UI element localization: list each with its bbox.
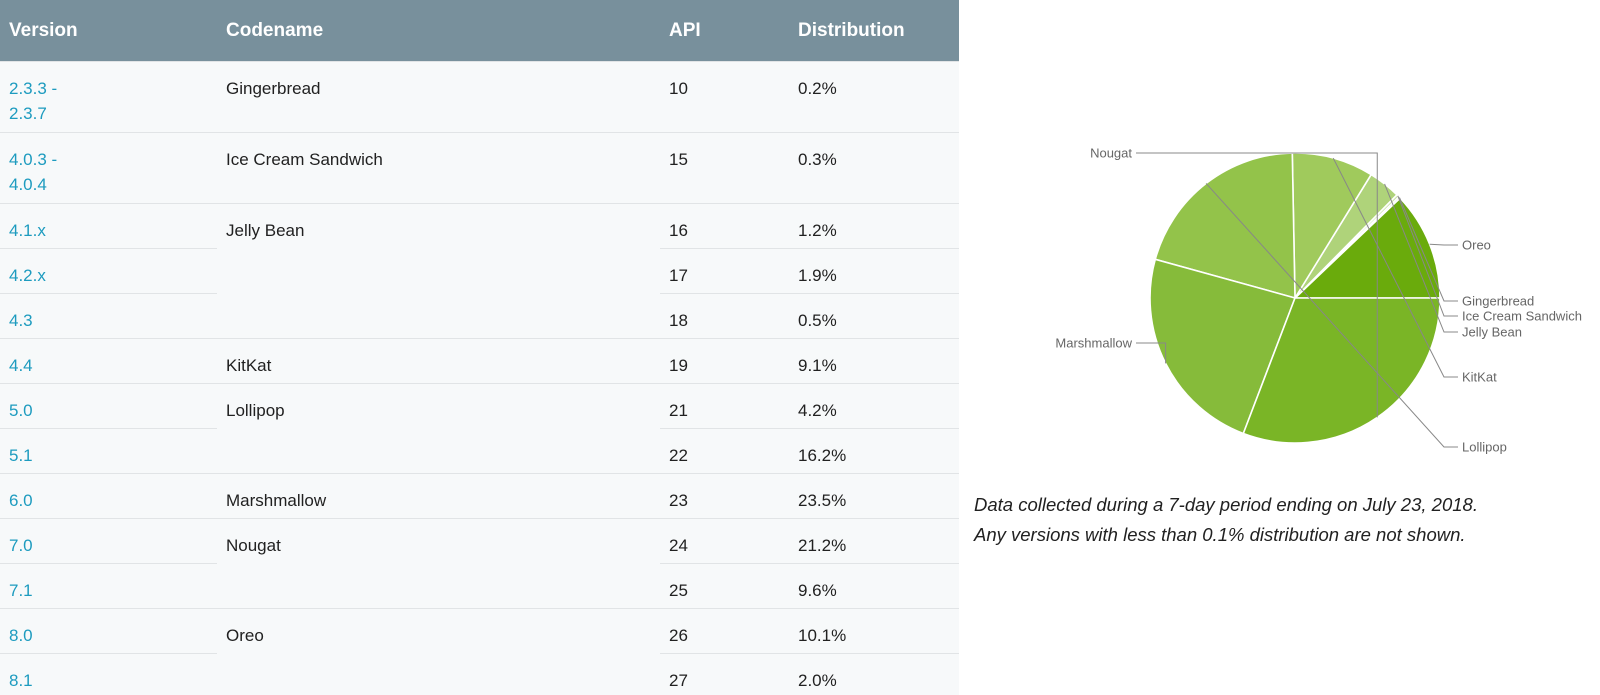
distribution-table-container: Version Codename API Distribution 2.3.3 … bbox=[0, 0, 959, 695]
caption-line-1: Data collected during a 7-day period end… bbox=[974, 494, 1478, 515]
version-link[interactable]: 4.3 bbox=[0, 293, 217, 339]
distribution-cell: 0.3% bbox=[789, 132, 959, 204]
pie-label: Ice Cream Sandwich bbox=[1462, 309, 1582, 324]
distribution-cell: 10.1% bbox=[789, 608, 959, 654]
pie-leader-lines bbox=[1136, 152, 1458, 448]
codename-cell: Lollipop bbox=[217, 383, 660, 474]
api-cell: 10 bbox=[660, 61, 789, 133]
table-row: 7.0 Nougat 24 21.2% bbox=[0, 518, 959, 609]
codename-cell: Ice Cream Sandwich bbox=[217, 132, 660, 204]
pie-slice-oreo bbox=[1292, 196, 1441, 299]
version-link[interactable]: 4.4 bbox=[0, 338, 217, 384]
api-cell: 23 bbox=[660, 473, 789, 519]
codename-cell: Oreo bbox=[217, 608, 660, 695]
header-distribution: Distribution bbox=[789, 0, 959, 62]
table-row: 8.0 Oreo 26 10.1% bbox=[0, 608, 959, 695]
distribution-cell: 1.2% bbox=[789, 203, 959, 249]
codename-cell: Gingerbread bbox=[217, 61, 660, 133]
table-row: 4.2.x 17 1.9% bbox=[0, 248, 959, 294]
pie-slice-marshmallow bbox=[1149, 258, 1297, 435]
api-cell: 21 bbox=[660, 383, 789, 429]
table-row: 4.4 KitKat 19 9.1% bbox=[0, 338, 959, 384]
leader-line bbox=[1332, 157, 1458, 378]
api-cell: 15 bbox=[660, 132, 789, 204]
table-body: 2.3.3 -2.3.7 Gingerbread 10 0.2% 4.0.3 -4.0.… bbox=[0, 61, 959, 695]
distribution-cell: 16.2% bbox=[789, 428, 959, 474]
header-version: Version bbox=[0, 0, 217, 62]
version-link[interactable]: 7.1 bbox=[0, 563, 217, 609]
distribution-cell: 23.5% bbox=[789, 473, 959, 519]
codename-cell: KitKat bbox=[217, 338, 660, 384]
header-api: API bbox=[660, 0, 789, 62]
table-row: 2.3.3 -2.3.7 Gingerbread 10 0.2% bbox=[0, 61, 959, 133]
table-row: 4.3 18 0.5% bbox=[0, 293, 959, 339]
leader-line bbox=[1429, 243, 1458, 246]
version-link[interactable]: 2.3.3 -2.3.7 bbox=[0, 61, 217, 133]
version-link[interactable]: 4.0.3 -4.0.4 bbox=[0, 132, 217, 204]
version-link[interactable]: 5.0 bbox=[0, 383, 217, 429]
chart-caption: Data collected during a 7-day period end… bbox=[974, 490, 1594, 550]
pie-slices bbox=[1149, 152, 1441, 444]
leader-line bbox=[1397, 195, 1458, 317]
leader-line bbox=[1398, 197, 1458, 302]
pie-label: Gingerbread bbox=[1462, 294, 1534, 309]
api-cell: 26 bbox=[660, 608, 789, 654]
distribution-cell: 4.2% bbox=[789, 383, 959, 429]
api-cell: 18 bbox=[660, 293, 789, 339]
table-row: 6.0 Marshmallow 23 23.5% bbox=[0, 473, 959, 519]
leader-line bbox=[1136, 152, 1378, 418]
codename-cell: Nougat bbox=[217, 518, 660, 609]
leader-line bbox=[1136, 342, 1167, 364]
api-cell: 24 bbox=[660, 518, 789, 564]
distribution-cell: 2.0% bbox=[789, 653, 959, 695]
leader-line bbox=[1205, 183, 1458, 448]
distribution-cell: 9.1% bbox=[789, 338, 959, 384]
api-cell: 19 bbox=[660, 338, 789, 384]
pie-label: KitKat bbox=[1462, 370, 1497, 385]
version-link[interactable]: 8.0 bbox=[0, 608, 217, 654]
table-row: 4.1.x Jelly Bean 16 1.2% bbox=[0, 203, 959, 339]
table-row: 5.1 22 16.2% bbox=[0, 428, 959, 474]
version-link[interactable]: 7.0 bbox=[0, 518, 217, 564]
table-header-row: Version Codename API Distribution bbox=[0, 0, 959, 62]
distribution-table: Version Codename API Distribution 2.3.3 … bbox=[0, 0, 959, 695]
version-link[interactable]: 4.1.x bbox=[0, 203, 217, 249]
table-row: 8.1 27 2.0% bbox=[0, 653, 959, 695]
api-cell: 22 bbox=[660, 428, 789, 474]
codename-cell: Jelly Bean bbox=[217, 203, 660, 339]
version-link[interactable]: 8.1 bbox=[0, 653, 217, 695]
distribution-cell: 1.9% bbox=[789, 248, 959, 294]
pie-label: Jelly Bean bbox=[1462, 325, 1522, 340]
distribution-cell: 9.6% bbox=[789, 563, 959, 609]
header-codename: Codename bbox=[217, 0, 660, 62]
version-link[interactable]: 4.2.x bbox=[0, 248, 217, 294]
table-row: 5.0 Lollipop 21 4.2% bbox=[0, 383, 959, 474]
version-link[interactable]: 5.1 bbox=[0, 428, 217, 474]
distribution-cell: 0.5% bbox=[789, 293, 959, 339]
table-row: 7.1 25 9.6% bbox=[0, 563, 959, 609]
version-link[interactable]: 6.0 bbox=[0, 473, 217, 519]
distribution-cell: 21.2% bbox=[789, 518, 959, 564]
leader-line bbox=[1384, 183, 1458, 333]
api-cell: 25 bbox=[660, 563, 789, 609]
pie-label: Oreo bbox=[1462, 238, 1491, 253]
distribution-cell: 0.2% bbox=[789, 61, 959, 133]
pie-label: Marshmallow bbox=[1055, 336, 1132, 351]
table-row: 4.0.3 -4.0.4 Ice Cream Sandwich 15 0.3% bbox=[0, 132, 959, 204]
api-cell: 27 bbox=[660, 653, 789, 695]
codename-cell: Marshmallow bbox=[217, 473, 660, 519]
pie-label: Lollipop bbox=[1462, 440, 1507, 455]
api-cell: 16 bbox=[660, 203, 789, 249]
pie-slice-nougat bbox=[1242, 297, 1441, 444]
api-cell: 17 bbox=[660, 248, 789, 294]
caption-line-2: Any versions with less than 0.1% distrib… bbox=[974, 524, 1466, 545]
pie-label: Nougat bbox=[1090, 146, 1132, 161]
